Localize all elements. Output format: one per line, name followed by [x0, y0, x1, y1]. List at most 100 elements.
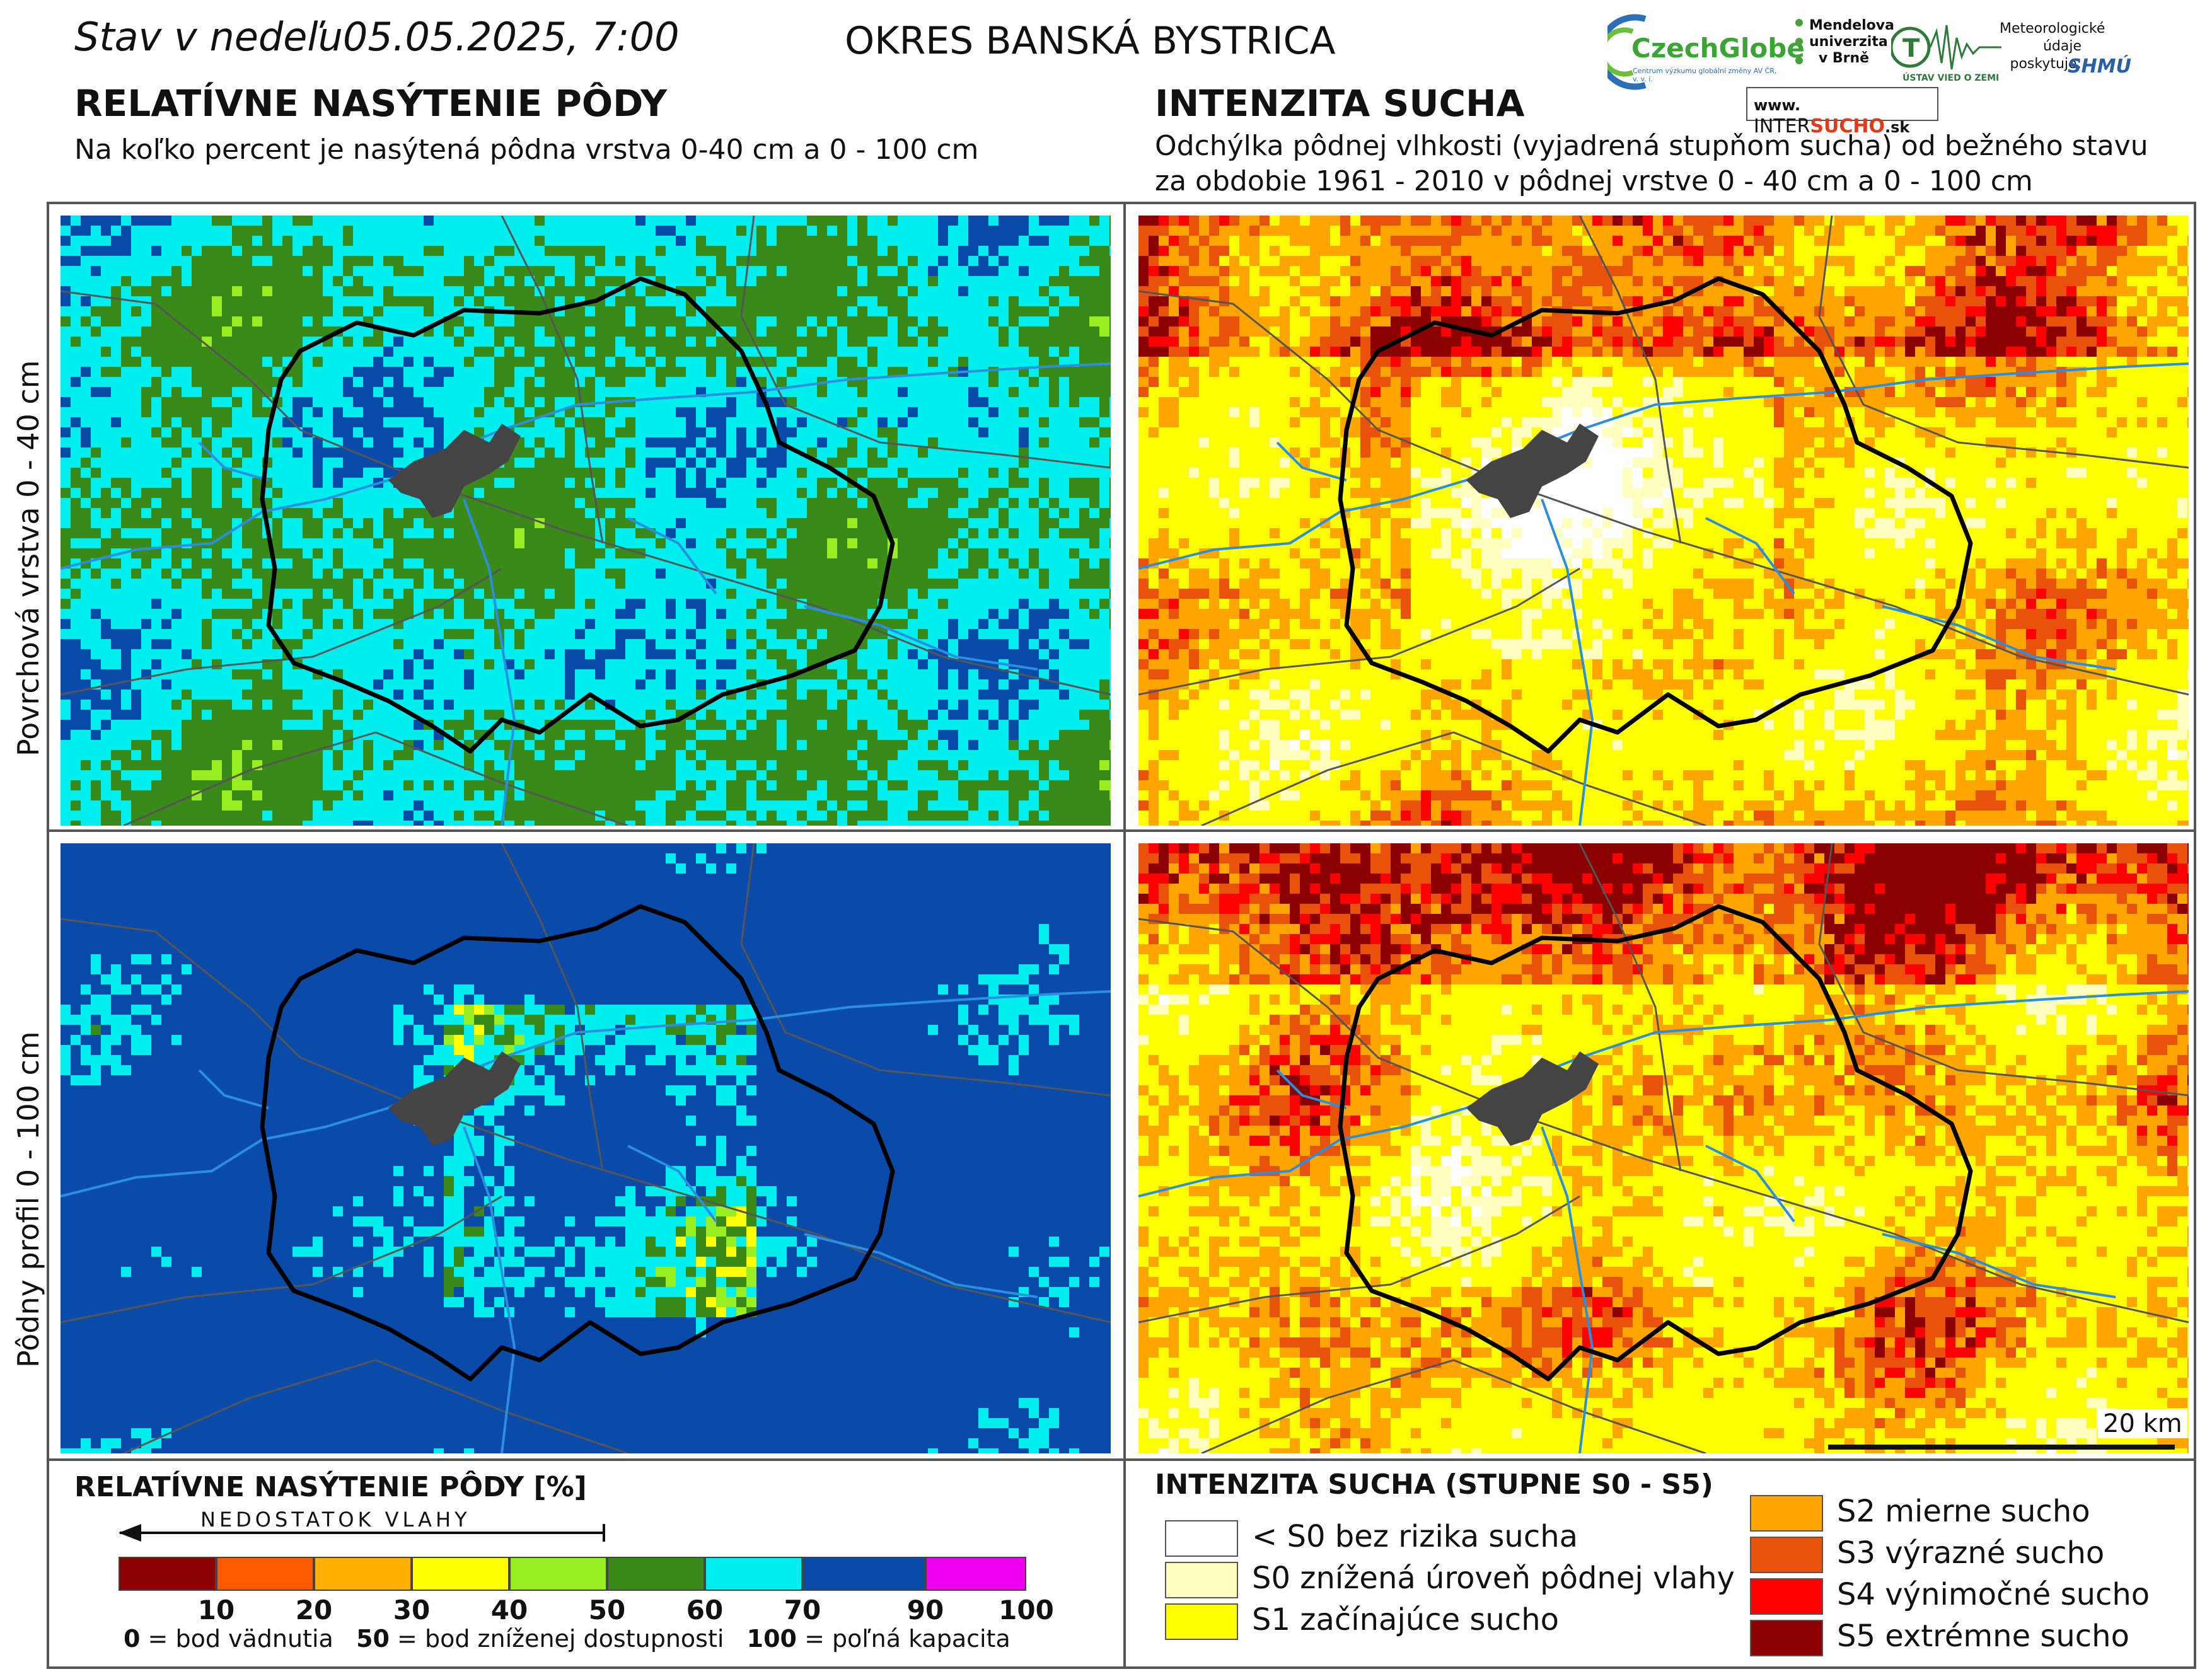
left-section-title: RELATÍVNE NASÝTENIE PÔDY	[74, 82, 667, 125]
colorbar-tick: 90	[907, 1595, 944, 1625]
colorbar-cell	[509, 1557, 607, 1591]
right-section-title: INTENZITA SUCHA	[1155, 82, 1525, 125]
colorbar-cell	[216, 1557, 314, 1591]
road-line	[1818, 216, 2189, 469]
colorbar-cell	[607, 1557, 705, 1591]
road-line	[123, 1359, 628, 1453]
road-line	[1818, 843, 2189, 1097]
legend-arrow	[120, 1532, 605, 1534]
note-0-key: 0	[124, 1625, 140, 1653]
right-section-subtitle-2: za obdobie 1961 - 2010 v pôdnej vrstve 0…	[1155, 164, 2033, 199]
river-line	[1705, 517, 1795, 595]
river-line	[198, 441, 269, 482]
colorbar-cell	[925, 1557, 1026, 1591]
intersucho-c: .sk	[1885, 118, 1909, 136]
legend-arrow-tick	[603, 1524, 605, 1542]
svg-text:T: T	[1902, 34, 1920, 63]
mendel-dot-icon	[1795, 19, 1803, 26]
drought-legend-label: S1 začínajúce sucho	[1252, 1602, 1559, 1637]
colorbar-tick: 10	[198, 1595, 235, 1625]
czechglobe-text: CzechGlobe	[1631, 33, 1805, 64]
city-area	[388, 1051, 521, 1146]
map-drought-profile	[1138, 843, 2189, 1453]
row-label-top: Povrchová vrstva 0 - 40 cm	[11, 360, 45, 756]
colorbar-tick: 50	[589, 1595, 625, 1625]
road-line	[1138, 1195, 1580, 1324]
mendel-dot-icon	[1795, 38, 1803, 45]
drought-legend-label: S3 výrazné sucho	[1837, 1535, 2104, 1571]
shmu-logo: SHMÚ	[2068, 55, 2131, 78]
district-title: OKRES BANSKÁ BYSTRICA	[845, 19, 1336, 63]
drought-legend-label: < S0 bez rizika sucha	[1252, 1519, 1578, 1554]
river-line	[1541, 499, 1594, 826]
district-boundary	[260, 904, 895, 1382]
raster-layer	[61, 843, 1111, 1453]
colorbar-tick: 20	[296, 1595, 332, 1625]
drought-legend-label: S4 výnimočné sucho	[1837, 1577, 2150, 1612]
right-section-subtitle-1: Odchýlka pôdnej vlhkosti (vyjadrená stup…	[1155, 129, 2148, 164]
mendel-dot-icon	[1795, 57, 1803, 64]
road-line	[1201, 731, 1706, 826]
river-line	[627, 517, 717, 595]
colorbar-cell	[314, 1557, 412, 1591]
river-line	[198, 1069, 269, 1109]
colorbar-tick: 100	[999, 1595, 1054, 1625]
legend-arrow-head-icon	[119, 1524, 141, 1542]
saturation-colorbar: 10 20 30 40 50 60 70 90 100	[119, 1557, 1054, 1625]
road-line	[61, 918, 1111, 1324]
colorbar-cell	[119, 1557, 216, 1591]
raster-layer	[1138, 216, 2189, 826]
colorbar-cell	[412, 1557, 509, 1591]
map-drought-topsoil	[1138, 216, 2189, 826]
river-line	[627, 1145, 717, 1223]
frame-vertical-divider	[1123, 202, 1126, 1669]
drought-legend-swatch	[1165, 1603, 1238, 1640]
drought-legend-swatch	[1750, 1578, 1823, 1615]
intersucho-www: www.	[1754, 96, 1800, 114]
road-line	[61, 290, 1111, 696]
intersucho-b: SUCHO	[1810, 115, 1885, 137]
uvz-logo: T	[1891, 25, 2001, 70]
drought-legend-title: INTENZITA SUCHA (STUPNE S0 - S5)	[1155, 1469, 1713, 1501]
road-line	[1578, 843, 1682, 1172]
city-area	[388, 424, 521, 518]
road-line	[1201, 1359, 1706, 1453]
colorbar-tick: 30	[393, 1595, 430, 1625]
river-line	[804, 1233, 1038, 1298]
river-line	[463, 1126, 516, 1453]
partner-logos: CzechGlobe Centrum výzkumu globální změn…	[1597, 6, 2206, 137]
frame-horizontal-divider	[47, 829, 2196, 832]
saturation-legend-title: RELATÍVNE NASÝTENIE PÔDY [%]	[74, 1471, 587, 1503]
uvz-text: ÚSTAV VIED O ZEMI	[1902, 73, 1999, 83]
drought-legend-swatch	[1750, 1620, 1823, 1656]
road-line	[123, 731, 628, 826]
road-line	[61, 567, 502, 696]
drought-legend-label: S5 extrémne sucho	[1837, 1619, 2129, 1654]
road-line	[1578, 216, 1682, 544]
drought-legend-label: S0 znížená úroveň pôdnej vlahy	[1252, 1561, 1735, 1596]
road-line	[1138, 567, 1580, 696]
map-saturation-profile	[61, 843, 1111, 1453]
note-100-key: 100	[747, 1625, 797, 1653]
river-line	[1541, 1126, 1594, 1453]
czechglobe-sub: Centrum výzkumu globální změny AV ČR, v.…	[1633, 67, 1784, 83]
drought-legend-swatch	[1750, 1537, 1823, 1573]
river-line	[1882, 605, 2116, 671]
road-line	[740, 216, 1111, 469]
drought-legend-swatch	[1165, 1520, 1238, 1557]
colorbar-cell	[802, 1557, 925, 1591]
date-label: Stav v nedeľu05.05.2025, 7:00	[74, 14, 680, 60]
drought-legend-swatch	[1165, 1562, 1238, 1598]
road-line	[61, 1195, 502, 1324]
road-line	[501, 216, 604, 544]
scale-bar-label: 20 km	[2098, 1409, 2187, 1438]
meteo-text: Meteorologické údaje poskytuje:	[2000, 20, 2105, 73]
river-line	[1276, 441, 1347, 482]
district-boundary	[1338, 276, 1973, 754]
river-line	[1276, 1069, 1347, 1109]
raster-layer	[61, 216, 1111, 826]
legend-arrow-label: NEDOSTATOK VLAHY	[200, 1508, 471, 1532]
intersucho-logo: www. INTERSUCHO.sk	[1746, 87, 1938, 137]
river-line	[463, 499, 516, 826]
city-area	[1466, 424, 1599, 518]
